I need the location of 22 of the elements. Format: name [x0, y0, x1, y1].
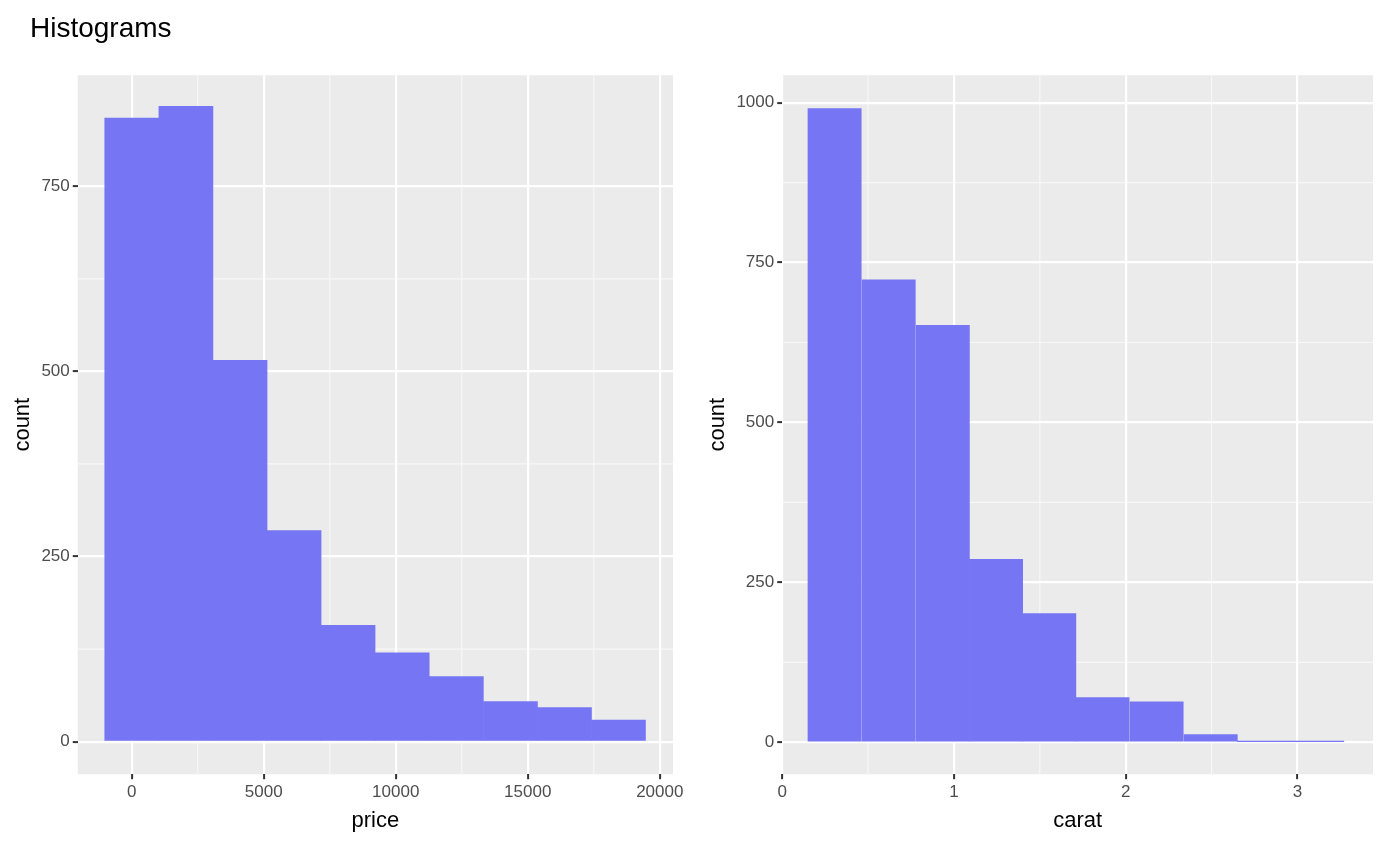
- y-tick-label: 250: [41, 546, 70, 566]
- x-tick-label: 10000: [372, 782, 420, 802]
- x-tick-label: 3: [1292, 782, 1303, 802]
- y-tick-label: 750: [745, 252, 775, 272]
- y-axis-title: count: [704, 397, 730, 452]
- x-tick-label: 15000: [504, 782, 552, 802]
- x-tick-label: 1: [949, 782, 959, 802]
- x-tick-label: 20000: [636, 782, 684, 802]
- y-tick-label: 250: [745, 572, 775, 592]
- y-tick-label: 500: [745, 412, 775, 432]
- y-axis-title: count: [9, 397, 35, 452]
- y-tick-label: 0: [60, 731, 70, 751]
- y-tick-label: 750: [41, 175, 70, 195]
- x-tick-label: 5000: [244, 782, 283, 802]
- y-tick-label: 1000: [736, 92, 775, 112]
- x-tick-label: 2: [1120, 782, 1131, 802]
- y-tick-label: 500: [41, 361, 70, 381]
- y-tick-label: 0: [764, 731, 775, 751]
- x-tick-label: 0: [126, 782, 137, 802]
- x-axis-title: carat: [1053, 806, 1103, 832]
- x-axis-title: price: [351, 806, 400, 832]
- chart-title: Histograms: [30, 12, 172, 44]
